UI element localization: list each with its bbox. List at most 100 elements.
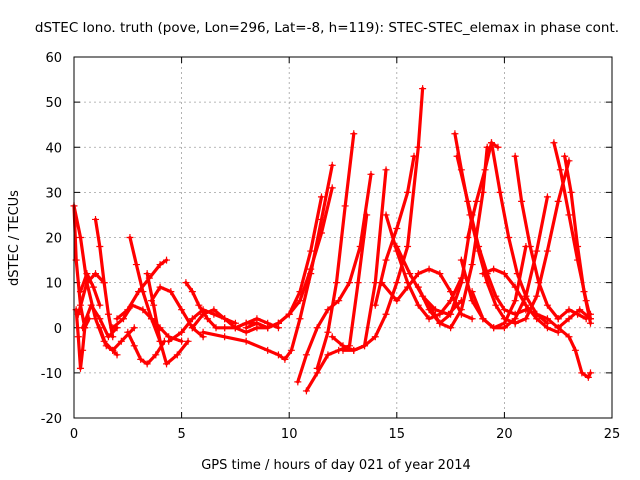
data-point — [173, 351, 181, 359]
data-point — [87, 301, 95, 309]
data-point — [203, 315, 211, 323]
series-line — [470, 195, 550, 330]
data-point — [113, 315, 121, 323]
data-point — [406, 270, 414, 278]
data-point — [150, 301, 158, 309]
data-point — [296, 315, 304, 323]
data-point — [156, 283, 164, 291]
data-point — [137, 355, 145, 363]
data-point — [296, 288, 304, 296]
y-tick-label: 0 — [54, 322, 62, 337]
data-point — [109, 346, 117, 354]
data-point — [296, 297, 304, 305]
data-point — [378, 279, 386, 287]
data-point — [457, 306, 465, 314]
data-point — [522, 315, 530, 323]
data-point — [447, 288, 455, 296]
data-point — [586, 369, 594, 377]
data-point — [253, 319, 261, 327]
data-point — [96, 315, 104, 323]
series-line — [111, 303, 184, 343]
data-point — [132, 261, 140, 269]
y-tick-label: 60 — [45, 51, 62, 66]
data-point — [139, 288, 147, 296]
data-point — [96, 301, 104, 309]
data-point — [156, 261, 164, 269]
data-point — [212, 324, 220, 332]
data-point — [479, 315, 487, 323]
data-point — [163, 360, 171, 368]
data-point — [496, 188, 504, 196]
data-point — [126, 234, 134, 241]
series-41 — [511, 157, 573, 327]
data-point — [565, 306, 573, 314]
data-point — [74, 333, 82, 341]
data-point — [526, 243, 534, 251]
series-39 — [479, 265, 562, 336]
data-point — [472, 197, 480, 205]
data-point — [492, 301, 500, 309]
data-point — [382, 256, 390, 264]
data-point — [350, 346, 358, 354]
data-point — [302, 351, 310, 359]
series-46 — [554, 324, 594, 381]
data-point — [371, 333, 379, 341]
data-point — [382, 211, 390, 219]
data-point — [490, 265, 498, 273]
data-point — [102, 342, 110, 350]
data-point — [447, 310, 455, 318]
data-point — [492, 292, 500, 300]
series-line — [384, 213, 463, 321]
data-point — [147, 315, 155, 323]
y-tick-label: 30 — [45, 186, 62, 201]
data-point — [307, 247, 315, 255]
data-point — [274, 351, 282, 359]
data-point — [79, 346, 87, 354]
data-point — [313, 364, 321, 372]
data-point — [339, 346, 347, 354]
x-tick-label: 20 — [496, 427, 513, 442]
data-point — [307, 265, 315, 273]
data-point — [425, 265, 433, 273]
data-point — [457, 256, 465, 264]
data-point — [393, 297, 401, 305]
series-line — [78, 272, 102, 307]
data-point — [242, 337, 250, 345]
data-point — [274, 319, 282, 327]
data-point — [188, 315, 196, 323]
x-tick-label: 10 — [281, 427, 298, 442]
data-point — [139, 306, 147, 314]
data-point — [533, 247, 541, 255]
tick-labels: 0 5 10 15 20 25 -20 -10 0 10 20 30 40 50 60 — [41, 51, 621, 442]
data-point — [479, 270, 487, 278]
data-point — [511, 319, 519, 327]
series-line — [115, 258, 169, 321]
series-line — [513, 159, 571, 325]
data-point — [333, 279, 341, 287]
series-7 — [92, 215, 117, 341]
y-tick-label: 20 — [45, 232, 62, 247]
data-point — [74, 310, 82, 318]
data-point — [500, 324, 508, 332]
data-point — [188, 324, 196, 332]
data-point — [451, 130, 459, 138]
y-axis-label: dSTEC / TECUs — [7, 190, 22, 286]
data-point — [184, 337, 192, 345]
series-5 — [76, 270, 104, 309]
data-point — [436, 270, 444, 278]
data-point — [414, 143, 422, 151]
data-point — [393, 224, 401, 232]
data-point — [543, 301, 551, 309]
data-point — [475, 243, 483, 251]
data-point — [565, 211, 573, 219]
data-point — [393, 279, 401, 287]
data-point — [554, 315, 562, 323]
data-point — [363, 211, 371, 219]
data-point — [124, 328, 132, 336]
data-point — [576, 306, 584, 314]
data-point — [543, 315, 551, 323]
data-point — [511, 152, 519, 160]
data-point — [104, 310, 112, 318]
data-point — [328, 333, 336, 341]
data-point — [453, 152, 461, 160]
